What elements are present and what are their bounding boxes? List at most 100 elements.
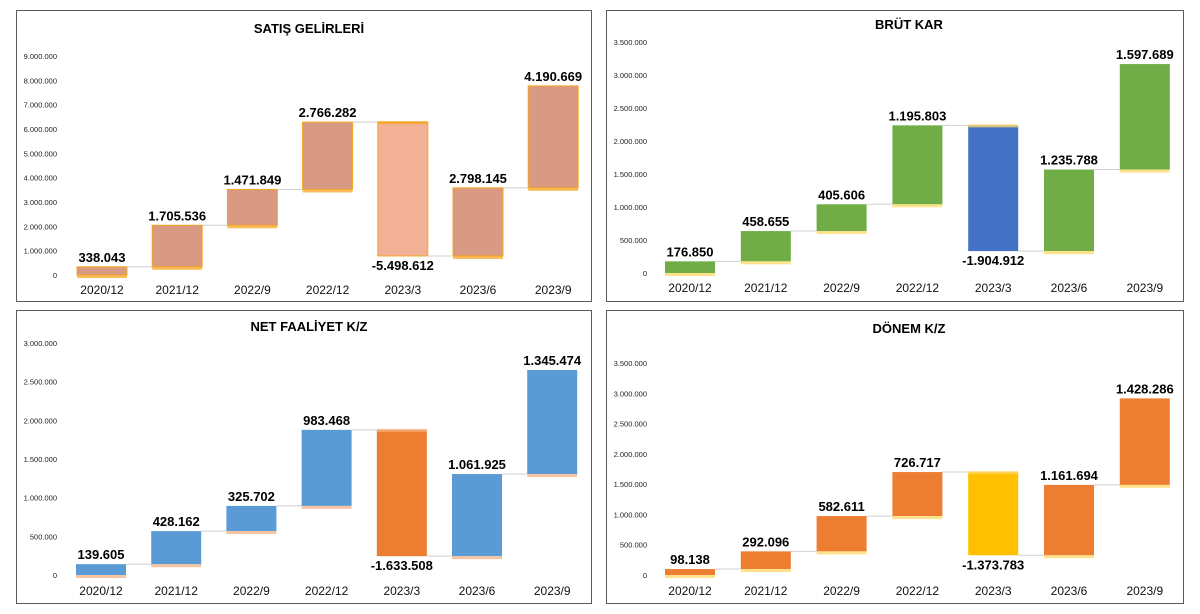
waterfall-bar [892,125,943,205]
bar-base-highlight [665,273,715,276]
y-tick-label: 0 [53,571,57,580]
bar-base-highlight [377,121,428,125]
data-label: 1.597.689 [1116,47,1174,62]
y-tick-label: 4.000.000 [24,174,57,183]
waterfall-bar [301,429,352,506]
y-tick-label: 5.000.000 [24,149,57,158]
waterfall-bar [151,224,203,268]
data-label: 582.611 [818,499,864,514]
y-tick-label: 500.000 [620,541,647,550]
x-tick-label: 2023/9 [534,584,571,598]
x-tick-label: 2023/9 [535,283,572,297]
y-tick-label: 1.500.000 [614,480,647,489]
y-tick-label: 8.000.000 [24,76,57,85]
data-label: 2.766.282 [299,105,357,120]
bar-base-highlight [968,124,1019,128]
x-tick-label: 2022/12 [896,281,940,295]
bar-base-highlight [376,428,427,432]
bar-base-highlight [227,225,278,229]
y-tick-label: 2.500.000 [614,420,647,429]
waterfall-bar [1119,398,1170,485]
bar-base-highlight [1044,555,1094,559]
y-tick-label: 3.000.000 [24,198,57,207]
waterfall-bar [740,551,791,570]
bar-base-highlight [527,474,578,478]
waterfall-bar [968,472,1019,556]
bar-base-highlight [226,531,277,535]
waterfall-bar [76,266,128,276]
bar-base-highlight [77,275,127,278]
waterfall-bar [226,188,278,226]
y-tick-label: 3.000.000 [24,339,57,348]
bar-base-highlight [740,569,791,573]
waterfall-bar [1044,169,1094,252]
bar-base-highlight [76,575,126,578]
y-tick-label: 7.000.000 [24,101,57,110]
bar-base-highlight [968,471,1019,475]
y-tick-label: 500.000 [30,532,57,541]
waterfall-bar [968,125,1019,252]
bar-base-highlight [301,505,352,509]
y-tick-label: 6.000.000 [24,125,57,134]
y-tick-label: 2.500.000 [614,104,647,113]
data-label: 338.043 [79,250,126,265]
data-label: 1.345.474 [523,353,582,368]
x-tick-label: 2023/6 [1051,584,1088,598]
waterfall-bar [226,505,277,532]
bar-base-highlight [528,187,579,191]
bar-base-highlight [1119,484,1170,488]
y-tick-label: 9.000.000 [24,52,57,61]
data-label: 1.195.803 [888,108,946,123]
waterfall-bar [452,474,502,557]
waterfall-bar [1119,64,1170,170]
y-tick-label: 3.500.000 [614,359,647,368]
waterfall-bar [452,187,504,257]
data-label: 405.606 [818,187,865,202]
data-label: 4.190.669 [524,69,582,84]
bar-base-highlight [1044,251,1094,255]
y-tick-label: 2.000.000 [614,450,647,459]
data-label: -1.373.783 [962,557,1024,572]
bar-base-highlight [152,266,203,270]
x-tick-label: 2023/9 [1126,281,1163,295]
y-tick-label: 1.500.000 [614,170,647,179]
data-label: 2.798.145 [449,171,507,186]
x-tick-label: 2022/9 [823,584,860,598]
data-label: 1.235.788 [1040,153,1098,168]
waterfall-bar [377,121,429,257]
y-tick-label: 1.000.000 [24,494,57,503]
y-tick-label: 1.000.000 [24,247,57,256]
x-tick-label: 2023/3 [975,281,1012,295]
x-tick-label: 2022/12 [896,584,940,598]
chart-svg: SATIŞ GELİRLERİ 0 1.000.000 2.000.000 3.000… [24,21,582,297]
waterfall-bar [527,370,578,475]
x-tick-label: 2023/9 [1126,584,1163,598]
waterfall-bar [76,564,126,575]
waterfall-bar [1044,484,1094,556]
bar-base-highlight [892,516,943,520]
y-tick-label: 1.500.000 [24,455,57,464]
chart-svg: DÖNEM K/Z 0 500.000 1.000.000 1.500.000 2.00… [614,321,1174,598]
x-tick-label: 2023/3 [383,584,420,598]
x-tick-label: 2020/12 [80,283,124,297]
y-tick-label: 3.000.000 [614,389,647,398]
y-tick-label: 0 [643,269,647,278]
waterfall-bar [665,569,715,575]
chart-panel-satis-gelirleri: SATIŞ GELİRLERİ 0 1.000.000 2.000.000 3.000… [16,10,592,302]
bar-base-highlight [892,204,943,208]
y-tick-label: 3.500.000 [614,38,647,47]
bar-base-highlight [816,551,867,555]
data-label: -1.633.508 [371,558,433,573]
data-label: 176.850 [667,244,714,259]
x-tick-label: 2023/6 [460,283,497,297]
bar-base-highlight [453,255,503,259]
chart-title: DÖNEM K/Z [873,321,946,336]
waterfall-bar [816,516,867,552]
x-tick-label: 2022/9 [823,281,860,295]
x-tick-label: 2023/3 [384,283,421,297]
y-tick-label: 0 [53,271,57,280]
chart-panel-net-faaliyet: NET FAALİYET K/Z 0 500.000 1.000.000 1.500.… [16,310,592,604]
y-tick-label: 2.000.000 [24,416,57,425]
waterfall-bar [376,429,427,557]
x-tick-label: 2023/6 [459,584,496,598]
